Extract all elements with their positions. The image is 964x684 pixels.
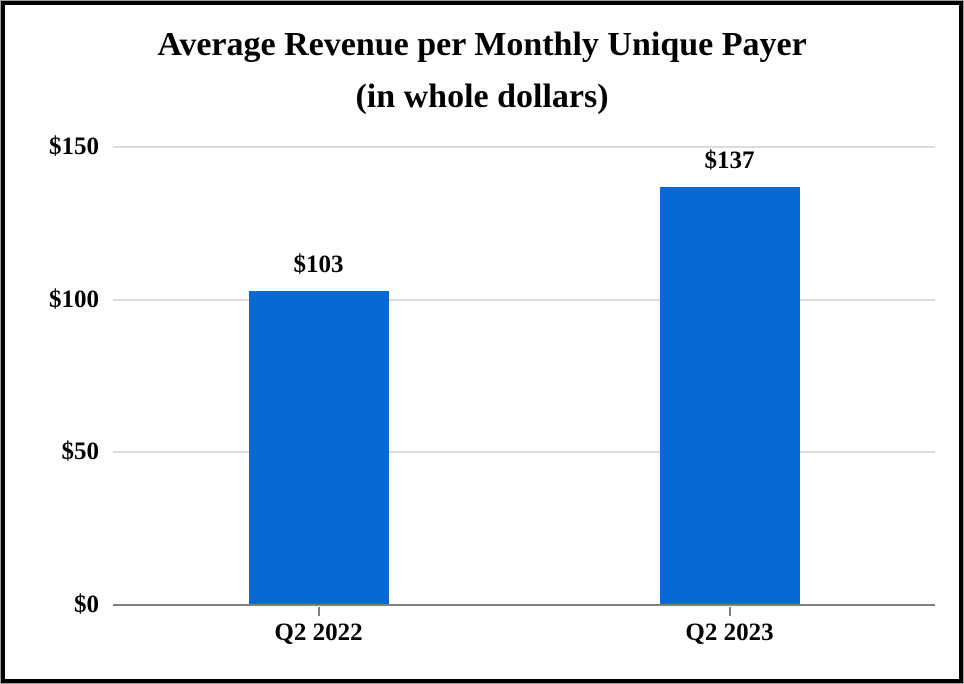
gridline-150 bbox=[113, 146, 935, 148]
x-axis-tick bbox=[728, 607, 731, 616]
chart-title-line1: Average Revenue per Monthly Unique Payer bbox=[157, 26, 807, 63]
x-category-label: Q2 2022 bbox=[274, 619, 363, 646]
chart-title-line2: (in whole dollars) bbox=[355, 78, 609, 115]
x-axis-tick bbox=[317, 607, 320, 616]
bar-q2-2022 bbox=[248, 290, 389, 605]
x-axis-line bbox=[113, 604, 935, 606]
gridline-50 bbox=[113, 451, 935, 454]
plot-area: $0 $50 $100 $150 $103 Q2 2022 $137 Q2 2023 bbox=[49, 133, 935, 646]
y-tick-label-0: $0 bbox=[74, 591, 99, 618]
y-tick-label-150: $150 bbox=[49, 133, 99, 160]
y-tick-label-50: $50 bbox=[61, 438, 100, 466]
x-category-label: Q2 2023 bbox=[685, 619, 774, 646]
bar-value-label: $137 bbox=[704, 146, 755, 174]
chart-title: Average Revenue per Monthly Unique Payer… bbox=[5, 19, 959, 123]
bar-q2-2023 bbox=[659, 186, 800, 605]
y-tick-label-100: $100 bbox=[49, 285, 99, 313]
gridline-100 bbox=[113, 298, 935, 301]
bar-value-label: $103 bbox=[293, 250, 344, 278]
